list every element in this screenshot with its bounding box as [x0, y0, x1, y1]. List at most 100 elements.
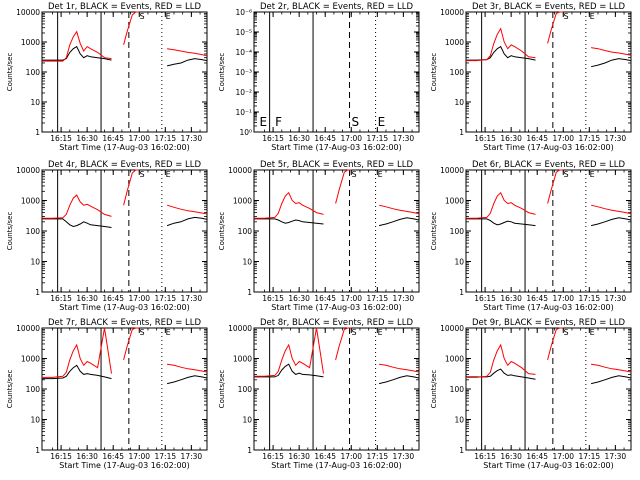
- series-line-lld: [166, 204, 208, 215]
- x-tick-label: 17:30: [393, 452, 415, 461]
- x-tick-label: 16:45: [314, 452, 336, 461]
- marker-label: S: [564, 12, 569, 21]
- y-tick-label: 1000: [21, 355, 40, 364]
- series-line-events: [42, 218, 112, 228]
- marker-label: F: [275, 115, 282, 129]
- x-tick-label: 17:30: [181, 134, 203, 143]
- y-tick-label: 100: [450, 227, 465, 236]
- detector-panel-6: Det 6r, BLACK = Events, RED = LLD 1 10 100 1…: [430, 160, 632, 312]
- series-line-events: [590, 217, 632, 227]
- x-tick-label: 17:15: [579, 452, 601, 461]
- marker-label: S: [140, 170, 145, 179]
- panel-title: Det 9r, BLACK = Events, RED = LLD: [472, 318, 626, 328]
- x-axis-label: Start Time (17-Aug-03 16:02:00): [271, 303, 402, 312]
- marker-label: E: [590, 170, 595, 179]
- plot-frame: [253, 327, 420, 451]
- x-tick-label: 17:30: [393, 134, 415, 143]
- x-tick-label: 16:45: [314, 134, 336, 143]
- x-tick-label: 17:30: [393, 294, 415, 303]
- series-line-lld: [547, 169, 564, 204]
- x-tick-label: 17:15: [579, 134, 601, 143]
- series-line-lld: [466, 343, 536, 378]
- series-line-events: [254, 363, 324, 378]
- y-tick-label: 1: [459, 128, 464, 137]
- panel-title: Det 7r, BLACK = Events, RED = LLD: [48, 318, 202, 328]
- y-tick-label: 1: [459, 288, 464, 297]
- y-tick-label: 10000: [440, 166, 464, 175]
- y-axis-label: Counts/sec: [6, 212, 14, 251]
- series-line-lld: [590, 204, 632, 215]
- x-tick-label: 16:45: [526, 134, 548, 143]
- y-tick-label: 1: [35, 288, 40, 297]
- detector-panel-5: Det 5r, BLACK = Events, RED = LLD 1 10 100 1…: [218, 160, 420, 312]
- plot-frame: [253, 11, 420, 133]
- x-axis-label: Start Time (17-Aug-03 16:02:00): [271, 143, 402, 152]
- x-axis-label: Start Time (17-Aug-03 16:02:00): [483, 303, 614, 312]
- x-axis-label: Start Time (17-Aug-03 16:02:00): [483, 143, 614, 152]
- y-tick-label: 1000: [445, 38, 464, 47]
- y-tick-label: 100: [450, 68, 465, 77]
- y-tick-label: 1: [35, 446, 40, 455]
- series-line-lld: [591, 47, 632, 56]
- x-tick-label: 16:30: [288, 452, 310, 461]
- series-line-events: [466, 218, 536, 227]
- panel-title: Det 4r, BLACK = Events, RED = LLD: [48, 160, 202, 170]
- x-tick-label: 17:00: [340, 134, 362, 143]
- x-tick-label: 16:15: [50, 294, 72, 303]
- series-line-lld: [254, 191, 324, 219]
- x-tick-label: 17:30: [181, 294, 203, 303]
- y-tick-label: 10: [30, 98, 40, 107]
- panel-title: Det 6r, BLACK = Events, RED = LLD: [472, 160, 626, 170]
- x-tick-label: 16:45: [314, 294, 336, 303]
- x-tick-label: 17:00: [128, 134, 150, 143]
- x-tick-label: 17:00: [552, 294, 574, 303]
- marker-label: E: [259, 115, 267, 129]
- series-line-lld: [123, 169, 140, 206]
- plot-frame: [41, 11, 208, 133]
- marker-label: E: [590, 12, 595, 21]
- plot-frame: [253, 169, 420, 293]
- x-tick-label: 17:15: [579, 294, 601, 303]
- y-axis-label: Counts/sec: [6, 370, 14, 409]
- series-line-lld: [167, 363, 208, 373]
- y-axis-label: Counts/sec: [430, 370, 438, 409]
- x-tick-label: 16:30: [500, 452, 522, 461]
- series-line-lld: [123, 11, 140, 46]
- x-axis-label: Start Time (17-Aug-03 16:02:00): [483, 461, 614, 470]
- x-tick-label: 17:30: [181, 452, 203, 461]
- y-tick-label: 1: [459, 446, 464, 455]
- panel-title: Det 3r, BLACK = Events, RED = LLD: [472, 2, 626, 12]
- x-tick-label: 17:15: [155, 452, 177, 461]
- series-line-lld: [42, 194, 112, 219]
- x-tick-label: 16:15: [474, 294, 496, 303]
- y-axis-label: Counts/sec: [218, 53, 226, 92]
- x-tick-label: 17:15: [367, 452, 389, 461]
- series-line-events: [590, 58, 632, 68]
- x-tick-label: 16:30: [76, 452, 98, 461]
- series-line-events: [166, 58, 208, 67]
- y-tick-label: 1000: [233, 355, 252, 364]
- marker-label: E: [378, 328, 383, 337]
- y-tick-label: 1000: [445, 355, 464, 364]
- y-axis-label: Counts/sec: [430, 53, 438, 92]
- x-tick-label: 17:00: [128, 294, 150, 303]
- series-line-lld: [123, 327, 140, 361]
- y-tick-label: 10000: [16, 324, 40, 333]
- x-tick-label: 17:15: [155, 134, 177, 143]
- y-tick-label: 1000: [233, 197, 252, 206]
- series-line-events: [254, 218, 324, 225]
- x-tick-label: 16:15: [262, 452, 284, 461]
- x-tick-label: 16:45: [102, 452, 124, 461]
- marker-label: S: [352, 170, 357, 179]
- marker-label: E: [590, 328, 595, 337]
- x-tick-label: 16:15: [474, 452, 496, 461]
- x-tick-label: 16:30: [76, 134, 98, 143]
- y-tick-label: 100: [26, 385, 41, 394]
- series-line-lld: [547, 11, 564, 44]
- y-axis-label: Counts/sec: [430, 212, 438, 251]
- detector-panel-2: Det 2r, BLACK = Events, RED = LLD 10⁰ 10⁻¹…: [218, 2, 420, 152]
- series-line-lld: [591, 363, 632, 373]
- series-line-events: [166, 375, 208, 385]
- y-tick-label: 1: [35, 128, 40, 137]
